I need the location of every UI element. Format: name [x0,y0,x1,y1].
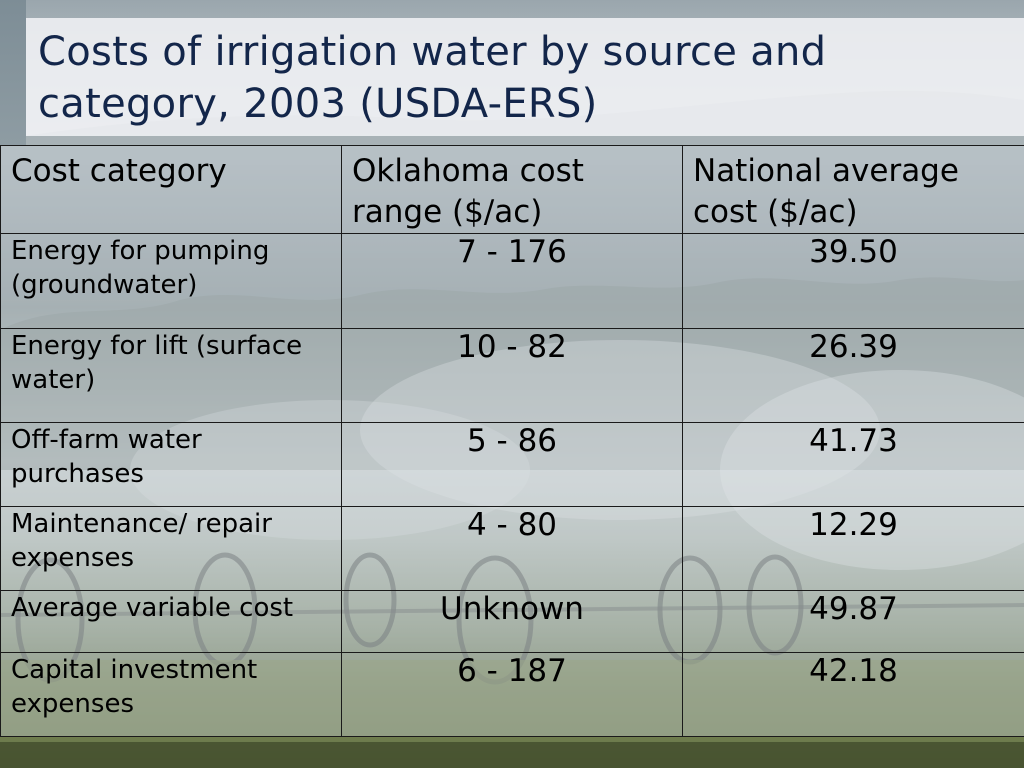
row-oklahoma-value: 6 - 187 [341,652,683,737]
row-national-value: 49.87 [682,590,1024,653]
table-row: Energy for pumping (groundwater) 7 - 176… [0,233,1024,329]
row-category: Maintenance/ repair expenses [0,506,342,591]
row-national-value: 39.50 [682,233,1024,329]
left-accent-bar [0,0,26,145]
title-box [26,18,1024,136]
table-header-row: Cost category Oklahoma cost range ($/ac)… [0,145,1024,234]
table-row: Average variable cost Unknown 49.87 [0,590,1024,653]
cost-table: Cost category Oklahoma cost range ($/ac)… [0,145,1024,737]
row-oklahoma-value: 4 - 80 [341,506,683,591]
header-cost-category: Cost category [0,145,342,234]
table-row: Energy for lift (surface water) 10 - 82 … [0,328,1024,423]
header-national-average-cost: National average cost ($/ac) [682,145,1024,234]
row-category: Energy for pumping (groundwater) [0,233,342,329]
row-national-value: 42.18 [682,652,1024,737]
table-row: Maintenance/ repair expenses 4 - 80 12.2… [0,506,1024,591]
table-row: Capital investment expenses 6 - 187 42.1… [0,652,1024,737]
row-category: Energy for lift (surface water) [0,328,342,423]
row-oklahoma-value: 5 - 86 [341,422,683,507]
row-oklahoma-value: Unknown [341,590,683,653]
row-national-value: 12.29 [682,506,1024,591]
slide-title: Costs of irrigation water by source and … [38,29,827,127]
table-row: Off-farm water purchases 5 - 86 41.73 [0,422,1024,507]
row-category: Off-farm water purchases [0,422,342,507]
row-national-value: 41.73 [682,422,1024,507]
row-category: Capital investment expenses [0,652,342,737]
row-category: Average variable cost [0,590,342,653]
header-oklahoma-cost-range: Oklahoma cost range ($/ac) [341,145,683,234]
row-oklahoma-value: 7 - 176 [341,233,683,329]
row-oklahoma-value: 10 - 82 [341,328,683,423]
row-national-value: 26.39 [682,328,1024,423]
